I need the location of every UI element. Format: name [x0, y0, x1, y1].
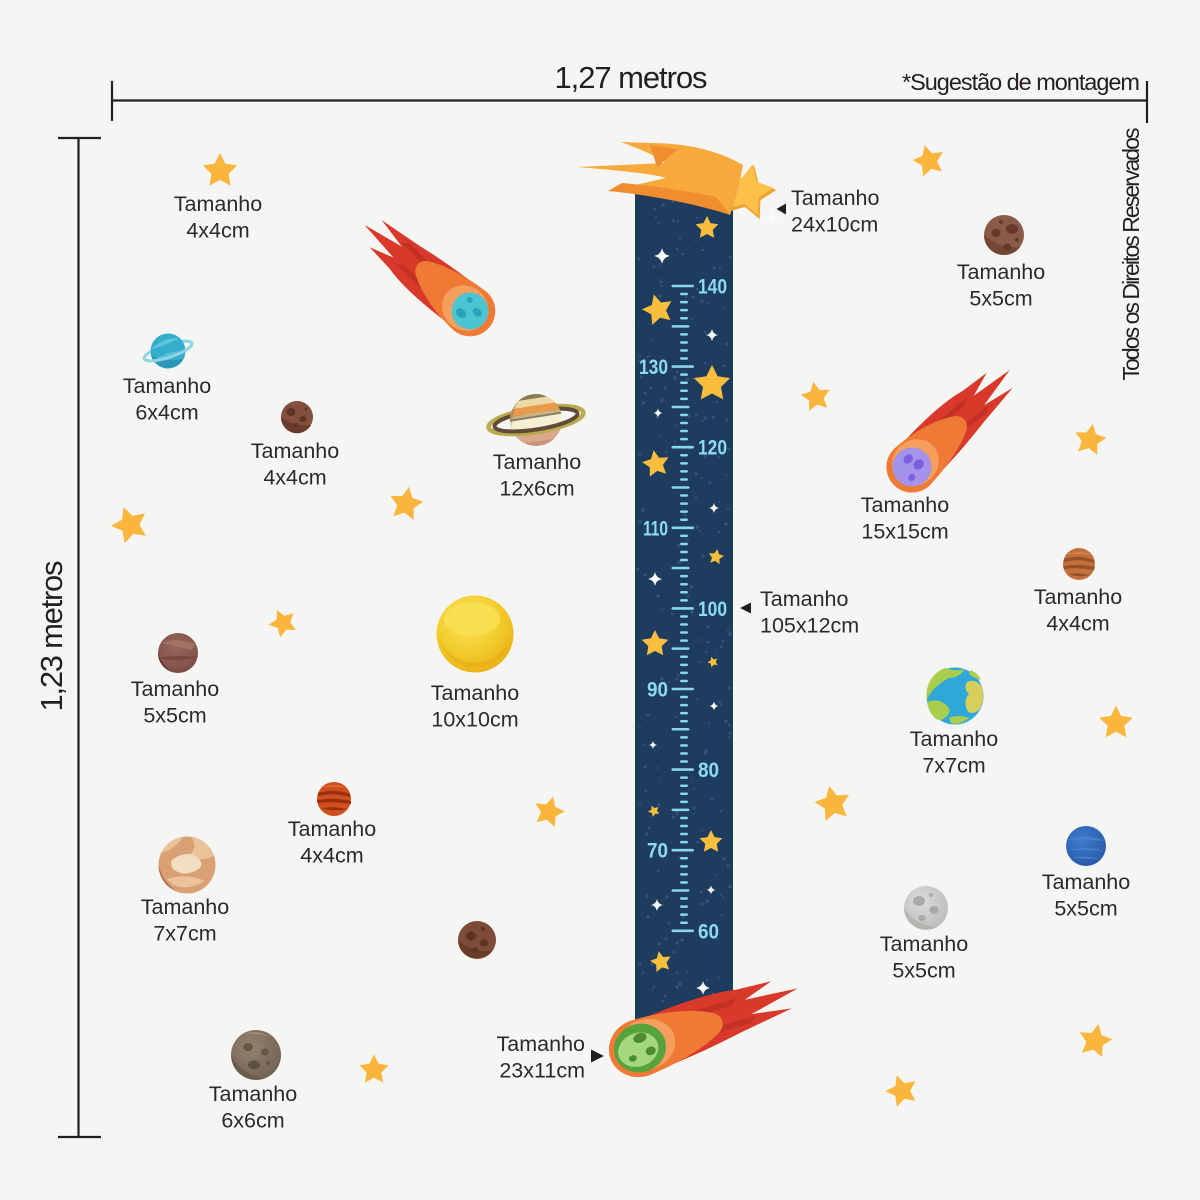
svg-text:6x4cm: 6x4cm — [135, 401, 198, 425]
svg-text:1,27 metros: 1,27 metros — [555, 60, 708, 95]
svg-text:120: 120 — [698, 436, 727, 460]
svg-text:Tamanho: Tamanho — [288, 817, 376, 841]
svg-text:60: 60 — [698, 919, 719, 943]
svg-text:24x10cm: 24x10cm — [791, 213, 878, 237]
svg-text:7x7cm: 7x7cm — [153, 922, 216, 946]
svg-text:23x11cm: 23x11cm — [499, 1059, 585, 1083]
svg-text:Tamanho: Tamanho — [174, 192, 262, 216]
svg-text:Tamanho: Tamanho — [760, 587, 848, 611]
svg-text:70: 70 — [647, 839, 668, 863]
svg-text:Todos os Direitos Reservados: Todos os Direitos Reservados — [1118, 127, 1144, 380]
svg-text:5x5cm: 5x5cm — [969, 287, 1032, 311]
svg-text:Tamanho: Tamanho — [493, 450, 581, 474]
svg-text:4x4cm: 4x4cm — [186, 219, 249, 243]
svg-text:Tamanho: Tamanho — [123, 374, 211, 398]
svg-text:15x15cm: 15x15cm — [861, 520, 948, 544]
svg-text:12x6cm: 12x6cm — [499, 477, 574, 501]
svg-text:*Sugestão de montagem: *Sugestão de montagem — [902, 69, 1140, 95]
svg-text:130: 130 — [639, 355, 668, 379]
svg-text:Tamanho: Tamanho — [431, 681, 519, 705]
svg-text:Tamanho: Tamanho — [251, 439, 339, 463]
svg-text:10x10cm: 10x10cm — [431, 708, 518, 732]
svg-text:100: 100 — [698, 597, 727, 621]
svg-text:Tamanho: Tamanho — [910, 727, 998, 751]
svg-text:Tamanho: Tamanho — [880, 932, 968, 956]
svg-text:4x4cm: 4x4cm — [263, 466, 326, 490]
svg-text:Tamanho: Tamanho — [1042, 870, 1130, 894]
svg-text:1,23 metros: 1,23 metros — [34, 561, 69, 712]
svg-text:Tamanho: Tamanho — [791, 186, 879, 210]
svg-text:Tamanho: Tamanho — [957, 260, 1045, 284]
svg-text:Tamanho: Tamanho — [141, 895, 229, 919]
svg-text:Tamanho: Tamanho — [1034, 585, 1122, 609]
svg-text:105x12cm: 105x12cm — [760, 614, 859, 638]
svg-text:140: 140 — [698, 275, 727, 299]
svg-text:5x5cm: 5x5cm — [892, 959, 955, 983]
svg-text:Tamanho: Tamanho — [497, 1032, 585, 1056]
svg-text:Tamanho: Tamanho — [861, 493, 949, 517]
svg-text:90: 90 — [647, 678, 668, 702]
svg-text:Tamanho: Tamanho — [131, 677, 219, 701]
svg-text:7x7cm: 7x7cm — [922, 754, 985, 778]
svg-text:5x5cm: 5x5cm — [1054, 897, 1117, 921]
svg-text:110: 110 — [643, 516, 668, 540]
svg-text:6x6cm: 6x6cm — [221, 1109, 284, 1133]
svg-text:4x4cm: 4x4cm — [1046, 612, 1109, 636]
svg-text:Tamanho: Tamanho — [209, 1082, 297, 1106]
svg-text:4x4cm: 4x4cm — [300, 844, 363, 868]
svg-text:5x5cm: 5x5cm — [143, 704, 206, 728]
svg-text:80: 80 — [698, 758, 719, 782]
